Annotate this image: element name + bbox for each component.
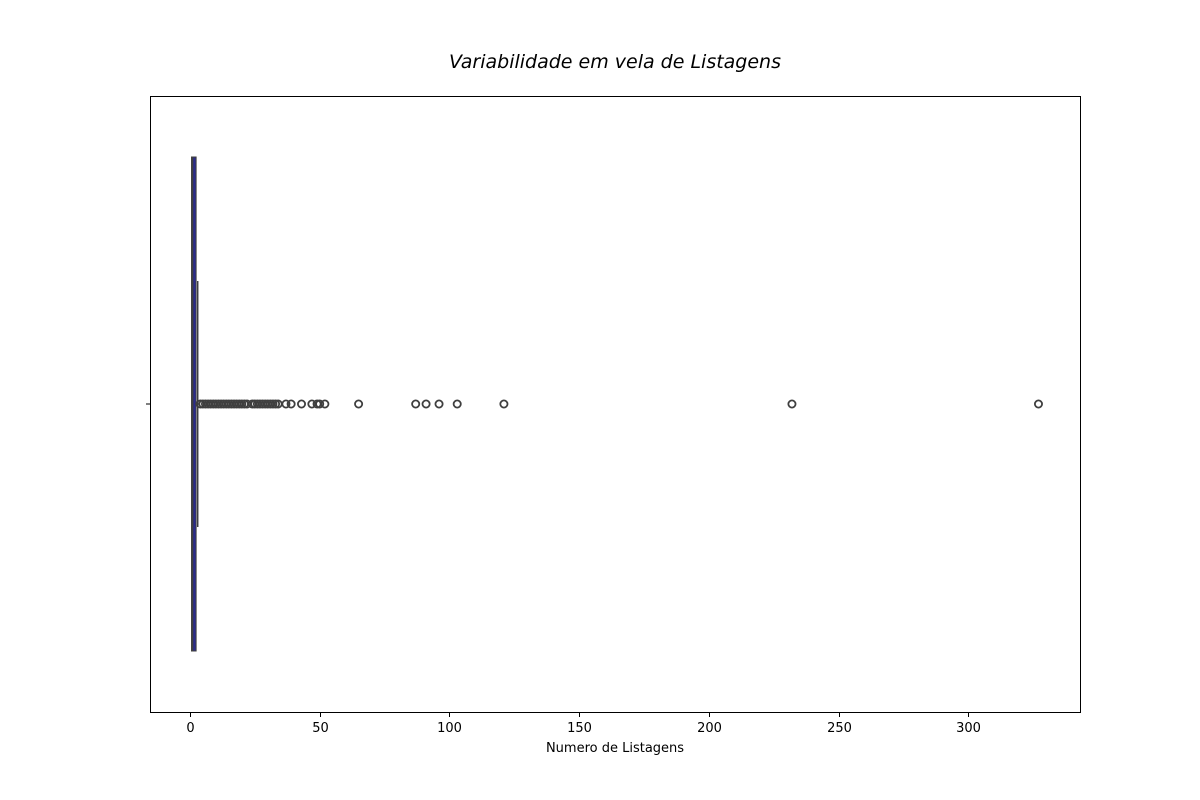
chart-title: Variabilidade em vela de Listagens [449,51,781,73]
outlier-point [421,399,431,409]
outlier-point [315,399,325,409]
outlier-point [1033,399,1043,409]
plot-frame [150,96,1081,713]
x-tick-label: 0 [186,721,194,736]
x-axis: 0 50 100 150 200 250 300 [186,712,981,736]
outlier-point [434,399,444,409]
outlier-point [281,399,291,409]
x-tick-label: 50 [312,721,329,736]
plot-area [191,156,1043,652]
outlier-point [297,399,307,409]
x-tick-label: 300 [956,721,981,736]
outlier-point [320,399,330,409]
outlier-point [411,399,421,409]
outlier-point [286,399,296,409]
outlier-point [787,399,797,409]
x-tick-label: 100 [437,721,462,736]
outlier-point [499,399,509,409]
x-tick-label: 200 [697,721,722,736]
x-tick-label: 150 [567,721,592,736]
x-axis-label: Numero de Listagens [546,741,684,756]
x-tick-label: 250 [827,721,852,736]
outlier-point [452,399,462,409]
outlier-point [354,399,364,409]
